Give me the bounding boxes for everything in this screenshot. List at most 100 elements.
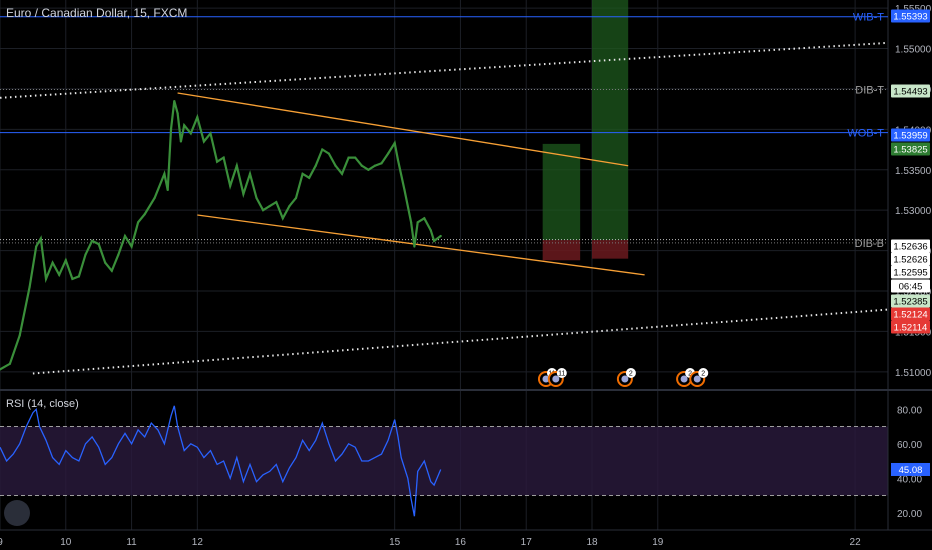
price-point <box>347 156 350 159</box>
level-label[interactable]: DIB-B <box>855 238 884 250</box>
rsi-tick-label: 20.00 <box>897 509 922 520</box>
chart-title: Euro / Canadian Dollar, 15, FXCM <box>6 6 188 20</box>
upper-trendline[interactable] <box>0 41 889 99</box>
event-count-badge <box>698 368 709 378</box>
price-point <box>413 245 416 248</box>
long-stop-zone[interactable] <box>542 240 581 261</box>
price-point <box>137 221 140 224</box>
price-point <box>153 196 156 200</box>
event-count-badge <box>625 368 636 378</box>
long-target-zone[interactable] <box>592 0 629 241</box>
price-point <box>396 158 400 162</box>
price-label-box <box>891 252 930 266</box>
price-label-box <box>891 265 930 279</box>
price-label-text: 1.53959 <box>893 131 927 142</box>
price-point <box>380 162 383 165</box>
event-count-badge <box>556 368 567 378</box>
price-point <box>262 209 265 212</box>
price-tick-label: 1.53000 <box>895 206 932 217</box>
price-point <box>340 172 344 175</box>
price-point <box>166 188 169 192</box>
rsi-series-line[interactable] <box>0 405 442 517</box>
price-point <box>439 234 442 238</box>
price-point <box>308 176 311 179</box>
rsi-title: RSI (14, close) <box>6 398 79 410</box>
event-marker-dot <box>542 375 550 383</box>
price-point <box>229 184 232 188</box>
price-point <box>373 164 377 167</box>
long-stop-zone[interactable] <box>592 240 629 259</box>
level-label[interactable]: WIB-T <box>853 12 884 24</box>
price-point <box>301 172 304 175</box>
price-label-text: 1.52626 <box>893 255 927 266</box>
price-label-text: 06:45 <box>899 282 923 293</box>
price-point <box>360 164 363 167</box>
time-tick-label: 16 <box>455 537 467 548</box>
price-point <box>321 148 324 151</box>
event-count-text: 2 <box>701 371 705 378</box>
price-label-text: 1.52385 <box>893 297 927 308</box>
time-tick-label: 12 <box>192 537 204 548</box>
event-count-text: 2 <box>629 371 633 378</box>
event-marker-dot <box>621 375 629 383</box>
price-point <box>58 273 61 276</box>
level-label[interactable]: WOB-T <box>847 128 884 140</box>
price-point <box>64 259 67 262</box>
price-point <box>117 253 120 256</box>
channel-upper-line[interactable] <box>177 92 629 167</box>
price-point <box>294 196 298 200</box>
price-point <box>416 221 419 224</box>
price-label-box <box>891 142 930 156</box>
rsi-value-text: 45.08 <box>899 465 923 476</box>
event-marker-dot <box>680 375 688 383</box>
price-point <box>130 245 133 248</box>
price-point <box>44 277 48 280</box>
price-point <box>433 239 436 242</box>
price-label-box <box>891 320 930 334</box>
price-point <box>183 124 186 127</box>
price-point <box>143 213 146 216</box>
price-point <box>248 172 252 175</box>
price-point <box>77 275 81 278</box>
price-point <box>196 116 199 119</box>
price-label-text: 1.52114 <box>894 323 928 334</box>
tradingview-logo-icon[interactable] <box>4 500 30 526</box>
rsi-tick-label: 80.00 <box>897 405 922 416</box>
price-label-box <box>891 239 930 253</box>
price-point <box>268 205 271 208</box>
price-label-box <box>891 84 930 98</box>
time-tick-label: 18 <box>586 537 598 548</box>
price-label-box <box>891 307 930 321</box>
price-label-box <box>891 128 930 142</box>
price-point <box>84 253 87 256</box>
price-label-box <box>891 9 930 23</box>
price-label-text: 1.54493 <box>893 87 927 98</box>
price-point <box>163 172 166 175</box>
price-point <box>209 132 212 135</box>
price-point <box>327 152 330 155</box>
price-point <box>179 140 182 143</box>
price-point <box>403 188 406 192</box>
channel-lower-line[interactable] <box>197 214 645 276</box>
price-point <box>28 285 31 289</box>
price-point <box>235 164 238 167</box>
price-point <box>8 362 11 365</box>
level-label[interactable]: DIB-T <box>855 84 884 96</box>
price-point <box>242 192 245 196</box>
time-tick-label: 22 <box>850 537 862 548</box>
price-point <box>51 261 54 264</box>
long-target-zone[interactable] <box>542 143 581 241</box>
event-marker-dot <box>552 375 560 383</box>
rsi-band <box>0 426 888 496</box>
price-point <box>410 221 413 224</box>
price-label-text: 1.53825 <box>893 145 927 156</box>
price-point <box>423 217 426 220</box>
price-label-box <box>891 294 930 308</box>
price-point <box>215 160 219 163</box>
price-point <box>367 168 370 171</box>
time-tick-label: 9 <box>0 537 3 548</box>
price-point <box>281 217 284 220</box>
event-marker-dot <box>693 375 701 383</box>
